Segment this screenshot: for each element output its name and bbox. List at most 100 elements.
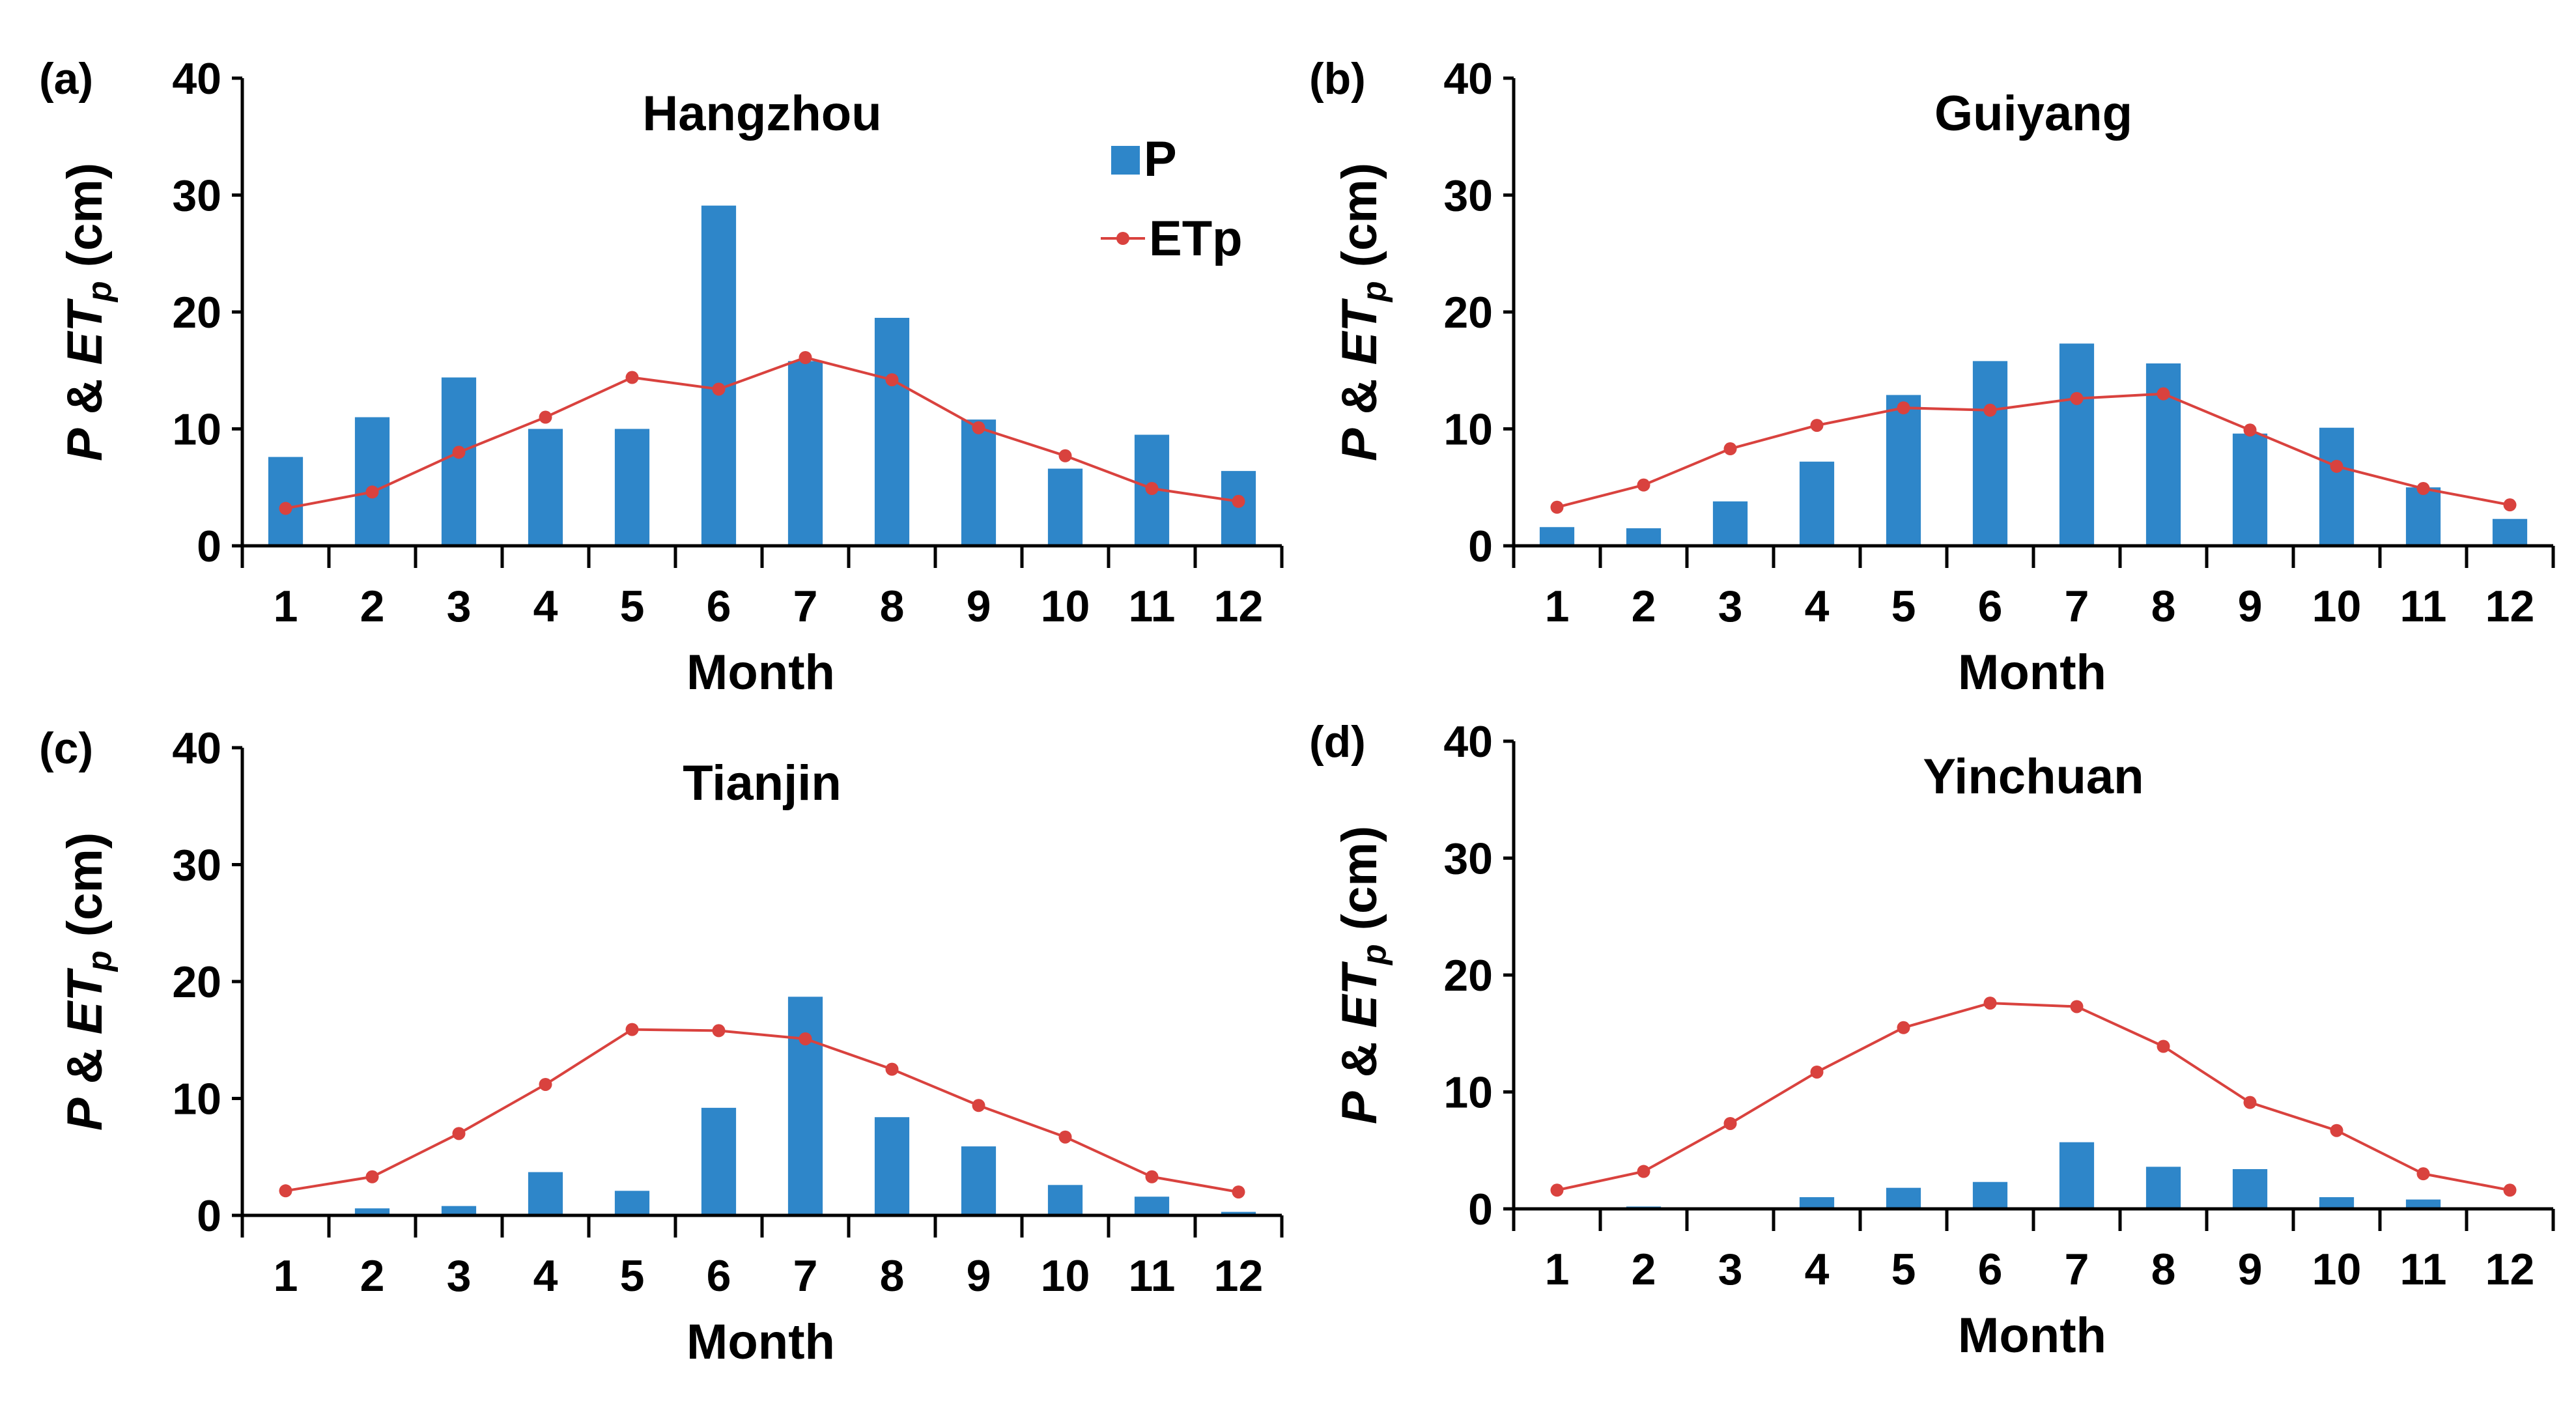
bar-P-10 [2319, 427, 2355, 546]
point-ETp-9 [972, 1099, 985, 1112]
bar-P-4 [1799, 1197, 1835, 1209]
bar-P-3 [441, 377, 477, 546]
x-tick-label: 3 [447, 582, 472, 631]
x-tick-label: 11 [2400, 582, 2447, 631]
legend-swatch-P [1111, 146, 1140, 175]
bar-P-1 [1539, 527, 1575, 546]
x-tick-label: 4 [1805, 1245, 1830, 1294]
point-ETp-7 [2070, 391, 2084, 405]
y-tick-label: 30 [172, 171, 221, 221]
point-ETp-12 [1232, 494, 1245, 508]
point-ETp-1 [279, 502, 292, 515]
panel-label: (b) [1309, 54, 1366, 104]
bar-P-12 [1221, 471, 1256, 546]
chart-title: Guiyang [1934, 86, 2132, 141]
y-tick-label: 40 [1443, 717, 1493, 767]
x-tick-label: 1 [1545, 582, 1570, 631]
y-tick-label: 10 [172, 405, 221, 455]
bar-P-5 [1886, 1187, 1921, 1209]
x-tick-label: 12 [2485, 582, 2535, 631]
y-tick-label: 30 [1443, 834, 1493, 884]
bar-P-11 [2405, 1199, 2441, 1209]
y-tick-label: 10 [172, 1075, 221, 1124]
x-tick-label: 8 [880, 1251, 905, 1301]
point-ETp-6 [1983, 403, 1997, 417]
point-ETp-7 [2070, 1000, 2084, 1013]
point-ETp-8 [885, 373, 899, 387]
x-tick-label: 8 [2151, 1245, 2176, 1294]
bar-P-12 [2492, 518, 2528, 546]
panel-label: (c) [39, 724, 93, 773]
x-tick-label: 1 [274, 582, 298, 631]
point-ETp-11 [1145, 482, 1159, 496]
point-ETp-4 [539, 410, 552, 424]
x-axis-title: Month [686, 1314, 835, 1370]
bar-P-7 [787, 361, 823, 546]
point-ETp-7 [799, 351, 812, 365]
y-axis-title: P & ETp (cm) [1332, 826, 1393, 1124]
point-ETp-9 [2243, 1096, 2257, 1109]
x-tick-label: 2 [360, 582, 385, 631]
point-ETp-3 [452, 446, 466, 459]
x-tick-label: 6 [707, 1251, 731, 1301]
point-ETp-3 [1723, 1116, 1737, 1130]
legend-marker-ETp [1116, 232, 1129, 245]
bar-P-7 [2059, 343, 2095, 546]
y-tick-label: 0 [197, 522, 221, 571]
y-tick-label: 0 [1468, 1185, 1493, 1234]
series-line-ETp [1557, 392, 2510, 509]
bar-P-5 [614, 429, 650, 546]
x-tick-label: 9 [967, 1251, 991, 1301]
x-tick-label: 11 [1129, 1251, 1176, 1301]
point-ETp-1 [1550, 1183, 1564, 1197]
y-axis-title: P & ETp (cm) [57, 163, 119, 461]
x-tick-label: 7 [793, 1251, 818, 1301]
x-tick-label: 10 [2312, 1245, 2362, 1294]
bar-P-9 [961, 419, 997, 546]
point-ETp-3 [1723, 442, 1737, 456]
point-ETp-3 [452, 1127, 466, 1140]
y-tick-label: 40 [172, 724, 221, 773]
y-axis-title: P & ETp (cm) [1332, 163, 1393, 461]
x-tick-label: 2 [360, 1251, 385, 1301]
point-ETp-11 [2416, 482, 2430, 496]
bar-P-6 [1972, 361, 2008, 546]
y-tick-label: 20 [172, 957, 221, 1007]
x-axis-title: Month [1958, 645, 2106, 700]
point-ETp-2 [1637, 1165, 1650, 1178]
bar-P-4 [528, 1172, 563, 1215]
point-ETp-11 [1145, 1170, 1159, 1183]
x-tick-label: 3 [1718, 582, 1743, 631]
series-line-ETp [285, 356, 1239, 510]
x-tick-label: 5 [620, 1251, 645, 1301]
point-ETp-12 [2503, 1183, 2517, 1197]
y-tick-label: 0 [1468, 522, 1493, 571]
bar-P-4 [528, 429, 563, 546]
point-ETp-6 [1983, 997, 1997, 1010]
legend-label-ETp: ETp [1149, 211, 1243, 266]
panel-label: (d) [1309, 717, 1366, 767]
y-tick-label: 10 [1443, 405, 1493, 455]
point-ETp-5 [1897, 1021, 1910, 1034]
bar-P-10 [2319, 1197, 2355, 1209]
bar-P-5 [1886, 395, 1921, 546]
point-ETp-11 [2416, 1167, 2430, 1181]
point-ETp-4 [539, 1077, 552, 1091]
x-tick-label: 9 [2238, 1245, 2263, 1294]
x-tick-label: 5 [1891, 1245, 1916, 1294]
point-ETp-10 [1058, 449, 1072, 462]
point-ETp-5 [1897, 401, 1910, 415]
point-ETp-2 [1637, 478, 1650, 492]
x-tick-label: 3 [1718, 1245, 1743, 1294]
y-axis-title: P & ETp (cm) [57, 832, 119, 1131]
point-ETp-8 [2157, 1040, 2170, 1053]
bar-P-8 [874, 1117, 910, 1215]
point-ETp-4 [1810, 419, 1824, 432]
point-ETp-6 [712, 382, 726, 396]
x-tick-label: 4 [1805, 582, 1830, 631]
x-tick-label: 5 [620, 582, 645, 631]
